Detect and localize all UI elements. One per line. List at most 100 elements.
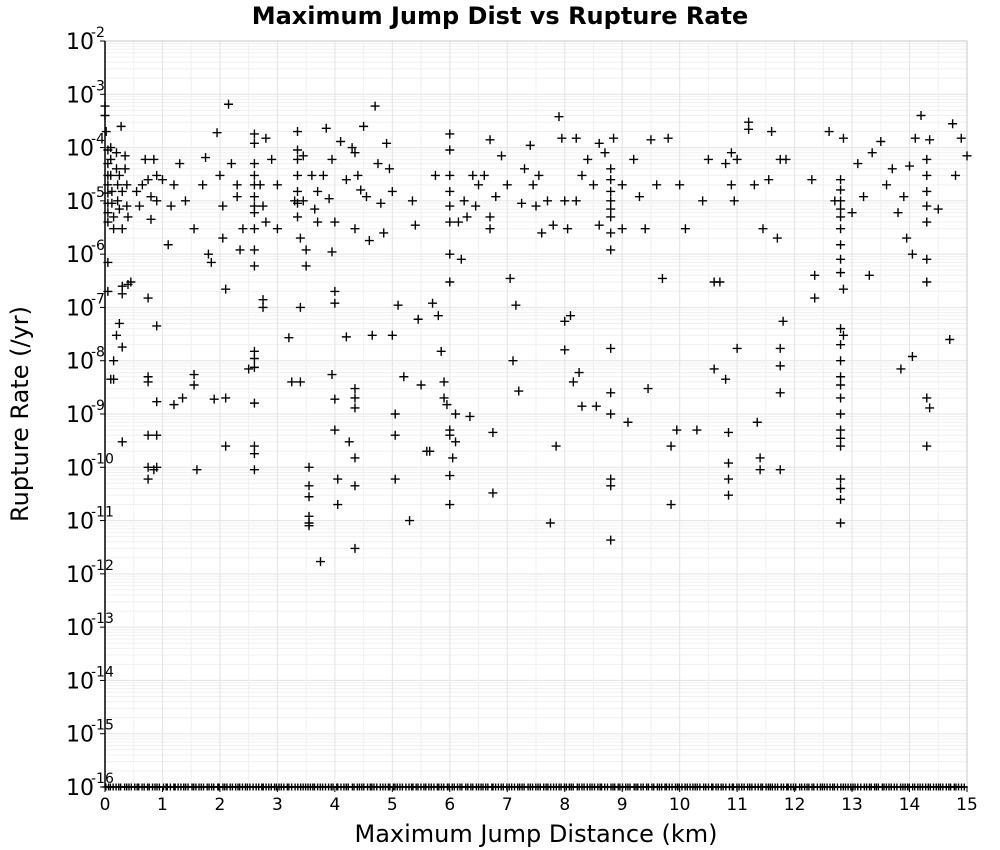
data-point [721,374,731,384]
data-point [922,254,932,264]
data-point [327,247,337,257]
data-point [557,133,567,143]
data-point [692,425,702,435]
data-point [551,441,561,451]
x-tick-label: 9 [617,795,628,815]
data-point [606,409,616,419]
data-point [838,330,848,340]
data-point [643,384,653,394]
data-point [149,154,159,164]
x-tick-label: 14 [899,795,921,815]
data-point [350,481,360,491]
data-point [594,138,604,148]
data-point [267,154,277,164]
data-point [729,196,739,206]
x-tick-label: 4 [329,795,340,815]
data-point [143,474,153,484]
data-point [416,380,426,390]
data-point [341,332,351,342]
data-point [471,201,481,211]
data-point [387,330,397,340]
data-point [439,377,449,387]
data-point [485,224,495,234]
data-point [925,403,935,413]
data-point [445,471,455,481]
data-point [721,159,731,169]
data-point [143,462,153,472]
data-point [448,453,458,463]
data-point [413,314,423,324]
y-tick-base: 10 [66,190,94,215]
data-point [399,372,409,382]
data-point [887,164,897,174]
data-point [606,535,616,545]
y-tick-base: 10 [66,243,94,268]
data-point [370,101,380,111]
data-point [293,198,303,208]
data-point [951,170,961,180]
data-point [836,441,846,451]
data-point [859,192,869,202]
data-point [258,295,268,305]
data-point [350,148,360,158]
data-point [542,196,552,206]
x-tick-label: 8 [559,795,570,815]
data-point [508,356,518,366]
data-point [836,204,846,214]
data-point [836,393,846,403]
data-point [293,127,303,137]
data-point [836,340,846,350]
data-point [114,204,124,214]
data-point [376,198,386,208]
data-point [560,316,570,326]
data-point [445,186,455,196]
data-point [893,208,903,218]
data-point [249,224,259,234]
data-point [485,135,495,145]
data-point [948,119,958,129]
y-tick-exponent: -10 [91,451,114,467]
data-point [882,180,892,190]
data-point [100,101,110,111]
data-point [459,196,469,206]
y-tick-exponent: -9 [91,398,105,414]
data-point [152,397,162,407]
data-point [548,220,558,230]
data-point [390,430,400,440]
data-point [198,180,208,190]
data-point [152,196,162,206]
data-point [189,380,199,390]
data-point [114,170,124,180]
data-point [387,186,397,196]
data-point [836,268,846,278]
data-point [922,393,932,403]
data-point [356,185,366,195]
data-point [103,257,113,267]
data-point [758,224,768,234]
data-point [905,161,915,171]
data-point [106,143,116,153]
data-point [249,441,259,451]
data-point [853,159,863,169]
data-point [451,409,461,419]
data-point [235,245,245,255]
data-point [525,140,535,150]
data-point [517,198,527,208]
data-point [114,318,124,328]
data-point [221,393,231,403]
data-point [778,316,788,326]
data-point [298,151,308,161]
data-point [445,500,455,510]
data-point [528,180,538,190]
data-point [836,518,846,528]
data-point [537,228,547,238]
data-point [836,196,846,206]
y-tick-base: 10 [66,350,94,375]
data-point [836,254,846,264]
data-point [330,298,340,308]
data-point [726,180,736,190]
data-point [468,170,478,180]
data-point [606,343,616,353]
data-point [623,417,633,427]
data-point [218,201,228,211]
